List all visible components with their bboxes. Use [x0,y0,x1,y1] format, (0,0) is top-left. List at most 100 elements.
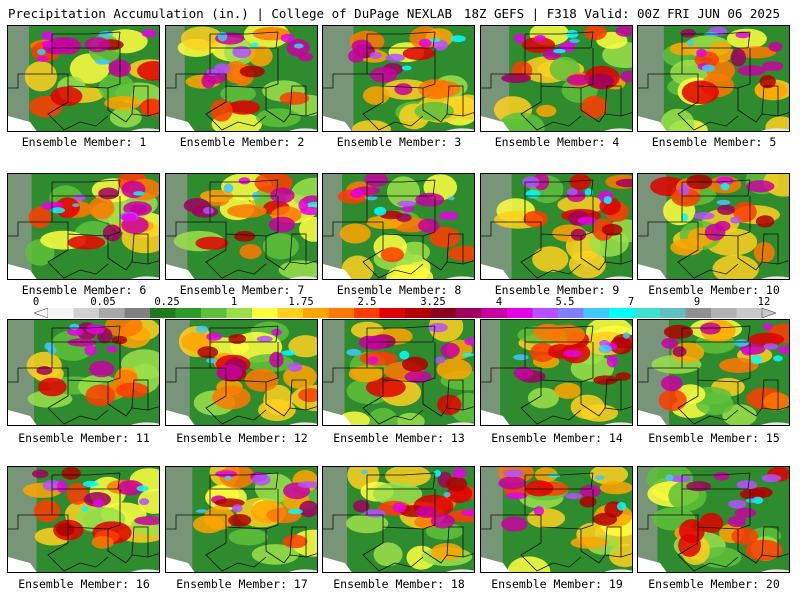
state-border [367,31,436,35]
precip-contour [288,508,303,515]
state-border [362,179,464,279]
precip-contour [121,213,137,222]
light-precip-west [481,467,503,572]
scale-color-bin [481,308,508,318]
precip-contour [433,469,441,477]
state-border [362,472,464,572]
state-border [210,179,279,183]
scale-color-bin [303,308,329,318]
scale-color-bin [252,308,278,318]
precip-contour [745,539,783,561]
precip-contour [387,176,420,208]
light-precip-west [8,467,37,572]
precip-contour [681,213,689,222]
precip-contour [367,356,379,365]
precip-contour [232,45,252,59]
precip-field-map [638,26,789,131]
precip-field-map [323,320,474,425]
precip-contour [27,390,73,408]
precip-contour [104,320,143,338]
precip-contour [622,332,630,339]
state-border [47,472,149,572]
precip-contour [461,509,474,517]
state-border [481,328,632,417]
precip-contour [726,28,767,49]
ensemble-member-label: Ensemble Member: 15 [648,431,780,445]
mexico-unmapped [638,410,667,425]
precip-contour [768,42,783,52]
scale-tick-label: 1 [230,296,238,308]
precip-contour [180,26,224,51]
precip-contour [547,473,561,478]
ensemble-map-panel [480,319,633,426]
precip-contour [732,201,757,223]
precip-contour [252,191,260,200]
mexico-unmapped [481,116,510,131]
precip-contour [364,195,378,201]
precip-contour [736,46,777,59]
precip-contour [41,40,54,48]
precip-contour [212,385,251,410]
precip-contour [498,476,526,490]
gulf-of-mexico [288,569,317,572]
ensemble-map-panel [322,25,475,132]
ensemble-map-panel [322,466,475,573]
state-border [682,472,751,476]
precip-contour [521,37,556,53]
mexico-unmapped [166,410,195,425]
ensemble-map-panel [480,25,633,132]
precip-contour [358,335,379,350]
precip-contour [620,70,632,83]
precip-contour [374,206,387,216]
gulf-of-mexico [603,422,632,425]
precip-contour [339,223,371,244]
precip-contour [669,475,691,483]
ensemble-member-label: Ensemble Member: 7 [179,283,305,297]
precip-contour [530,342,555,363]
precip-field-map [481,467,632,572]
state-border [205,179,307,279]
precip-contour [136,485,149,492]
state-border [677,179,779,279]
precip-contour [719,357,759,373]
precip-contour [672,346,687,357]
precip-contour [763,174,789,197]
ensemble-member-label: Ensemble Member: 2 [179,135,305,149]
precip-contour [727,516,746,528]
precip-contour [134,516,159,526]
precip-contour [206,358,218,364]
precip-field-map [323,26,474,131]
precip-contour [345,513,389,534]
mexico-unmapped [481,557,510,572]
state-border [525,179,594,183]
precip-contour [299,500,317,518]
state-border [47,179,149,279]
state-border [323,328,474,417]
precip-contour [734,339,749,347]
precip-contour [762,323,773,330]
precip-contour [716,199,731,205]
precip-contour [396,412,425,425]
precip-contour [251,42,259,48]
precip-contour [745,498,758,503]
state-border [8,328,159,417]
state-border [205,31,307,131]
precip-contour [297,481,317,489]
precip-contour [133,191,145,196]
precip-contour [566,74,590,86]
precip-contour [193,515,224,534]
state-border [52,31,121,35]
state-border [525,31,594,35]
precip-contour [84,37,111,53]
light-precip-west [323,320,345,425]
precip-contour [61,467,81,480]
state-border [682,31,751,35]
precip-contour [424,80,461,98]
precip-contour [773,355,783,362]
precip-contour [761,61,784,71]
light-precip-west [323,26,354,131]
precip-contour [215,470,237,478]
ensemble-map-panel [480,466,633,573]
ensemble-member-label: Ensemble Member: 18 [333,577,465,591]
state-border [520,472,622,572]
